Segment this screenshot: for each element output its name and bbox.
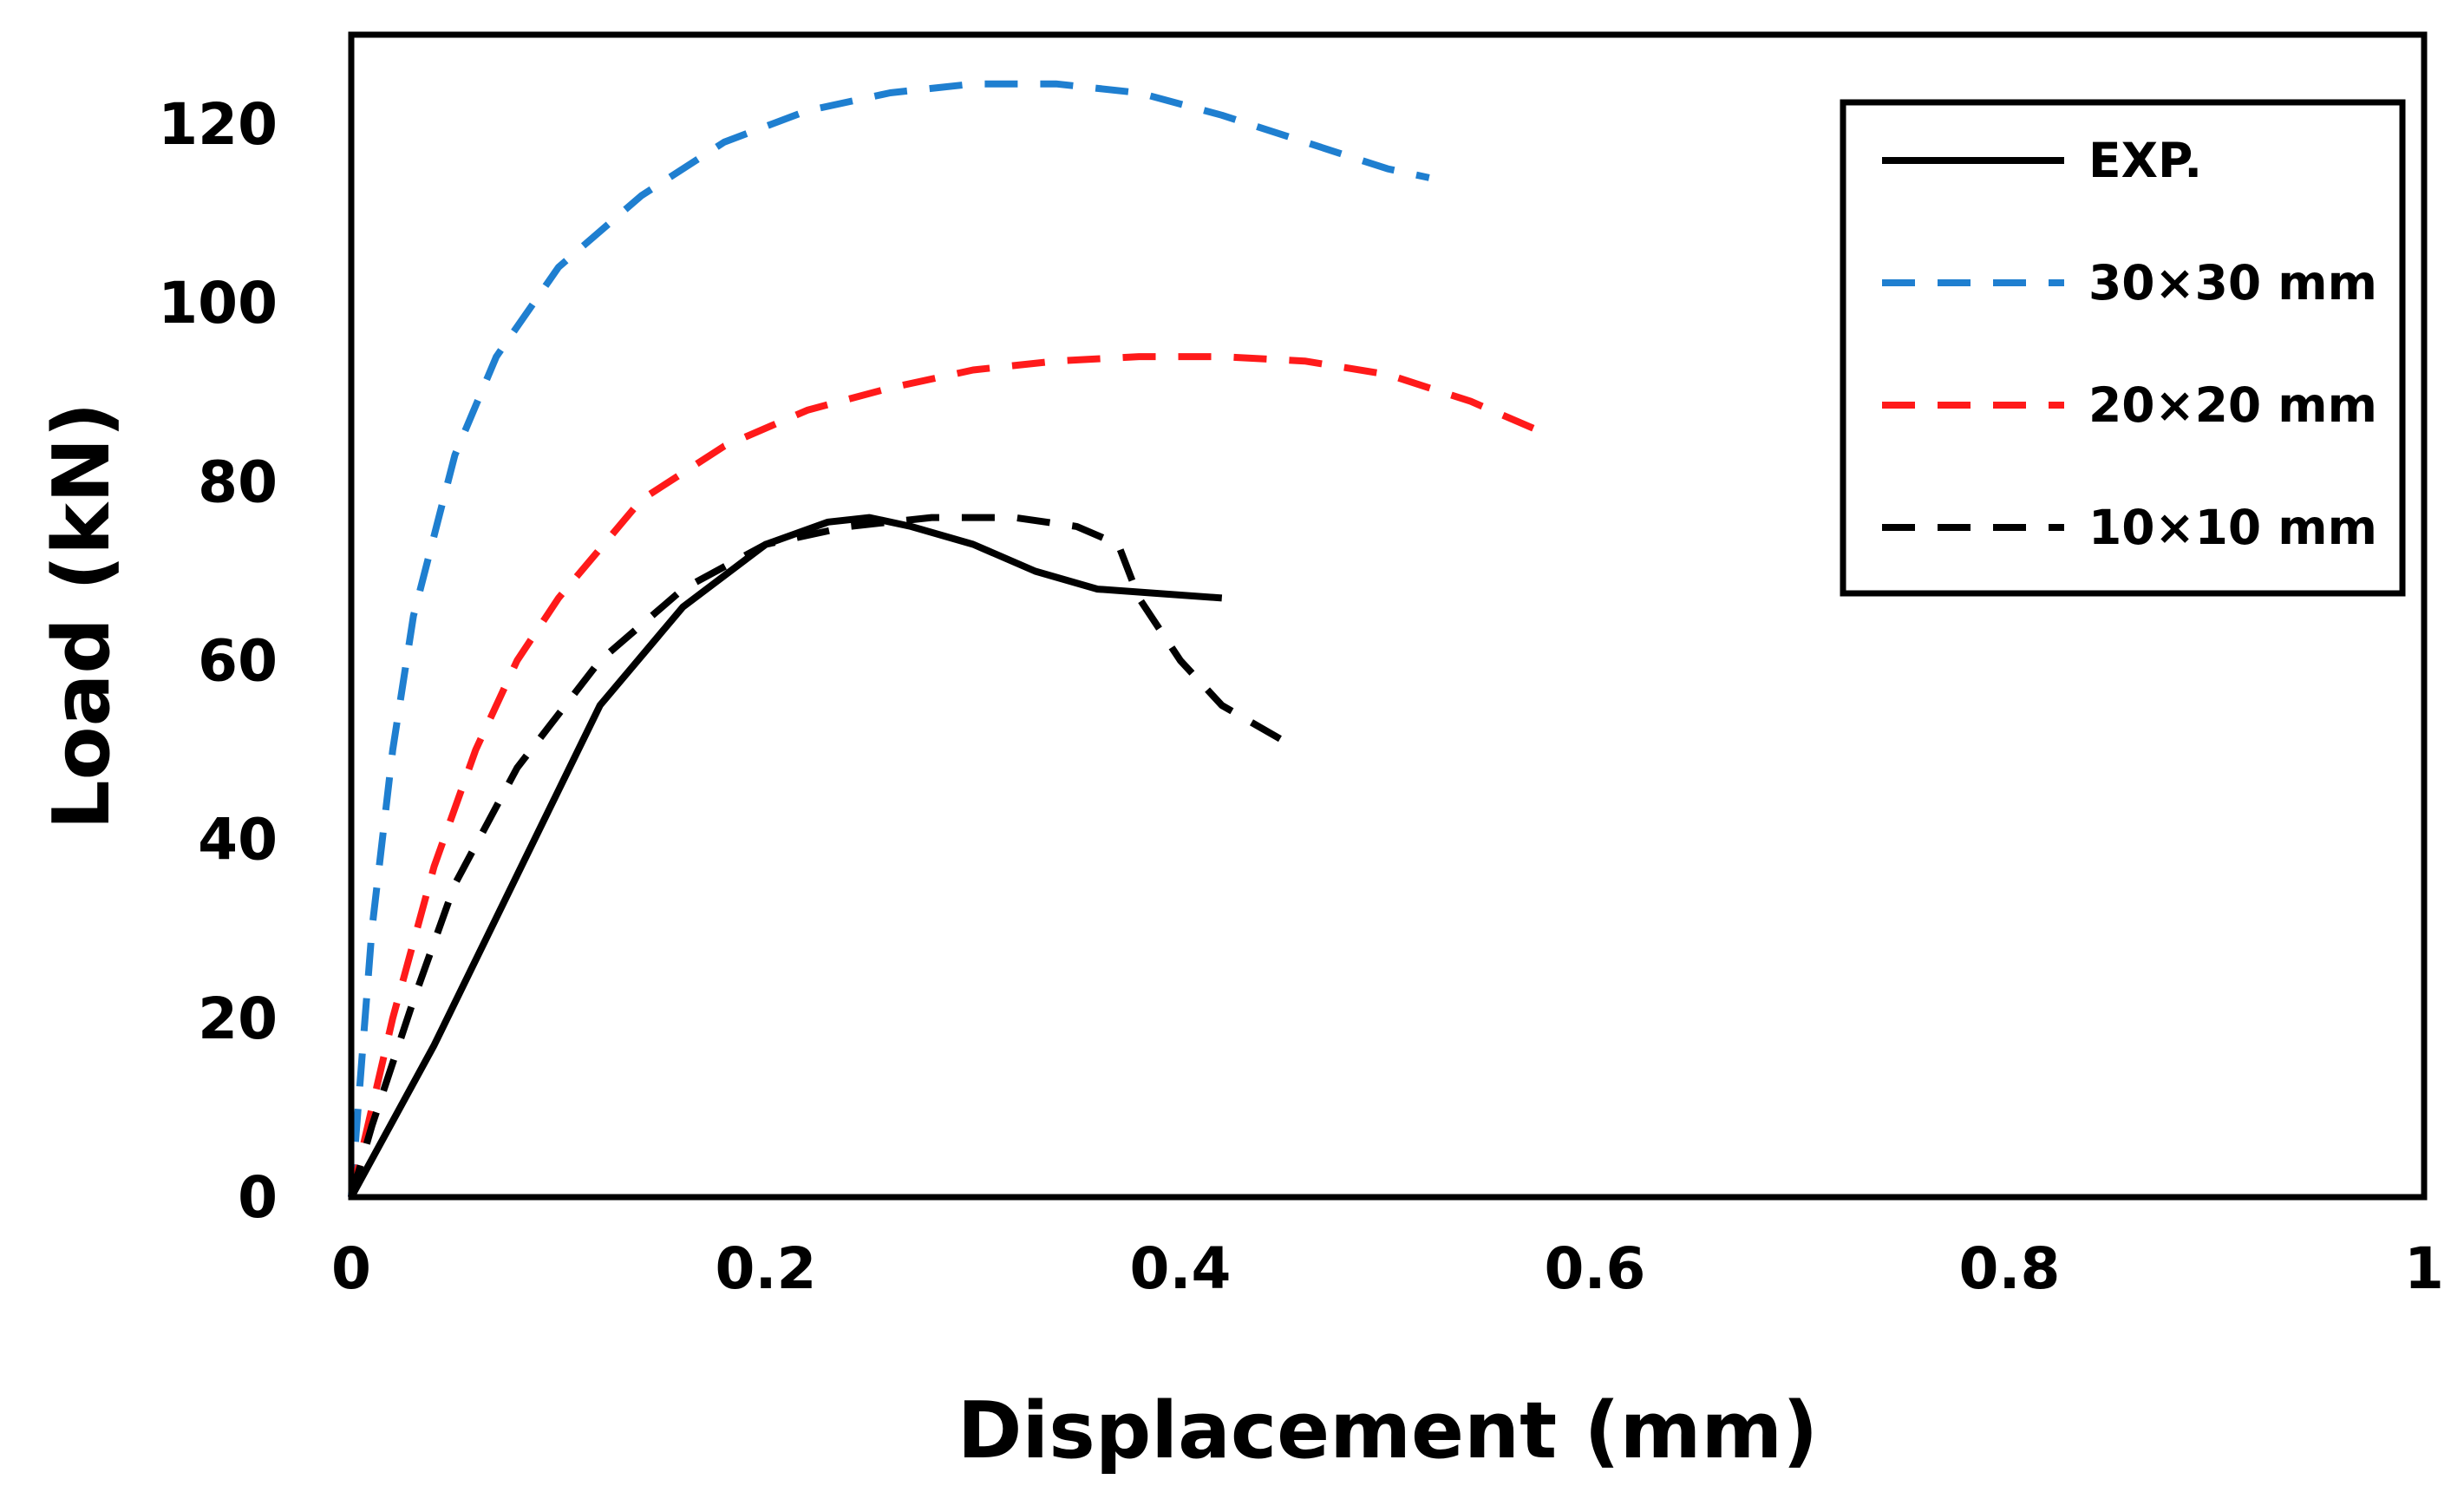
y-tick-label: 40 — [198, 807, 278, 874]
legend: EXP. 30×30 mm 20×20 mm 10×10 mm — [1840, 99, 2406, 597]
x-tick-label: 0.2 — [716, 1235, 817, 1302]
x-axis-title: Displacement (mm) — [957, 1385, 1819, 1476]
y-tick-label: 60 — [198, 628, 278, 695]
x-tick-label: 0.4 — [1130, 1235, 1232, 1302]
legend-label: 10×10 mm — [2088, 500, 2377, 555]
legend-label: 20×20 mm — [2088, 377, 2377, 433]
y-tick-label: 120 — [158, 91, 278, 158]
legend-label: EXP. — [2088, 133, 2202, 188]
y-tick-label: 20 — [198, 985, 278, 1052]
x-tick-label: 0 — [331, 1235, 371, 1302]
y-axis-title: Load (kN) — [36, 402, 127, 829]
series-line-4 — [348, 514, 1286, 1199]
series-line-2 — [348, 80, 1430, 1198]
legend-label: 30×30 mm — [2088, 255, 2377, 311]
x-axis-ticks: 0 0.2 0.4 0.6 0.8 1 — [331, 1235, 2444, 1302]
x-tick-label: 0.6 — [1545, 1235, 1646, 1302]
y-tick-label: 100 — [158, 270, 278, 337]
x-tick-label: 1 — [2404, 1235, 2444, 1302]
x-tick-label: 0.8 — [1959, 1235, 2061, 1302]
series-line-1 — [348, 514, 1223, 1199]
series-layer — [348, 80, 1555, 1199]
y-axis-ticks: 0 20 40 60 80 100 120 — [158, 91, 278, 1231]
plot-area-frame — [348, 31, 2428, 1201]
legend-frame — [1840, 99, 2406, 597]
series-line-3 — [348, 353, 1555, 1198]
y-tick-label: 80 — [198, 448, 278, 515]
y-tick-label: 0 — [238, 1164, 278, 1231]
